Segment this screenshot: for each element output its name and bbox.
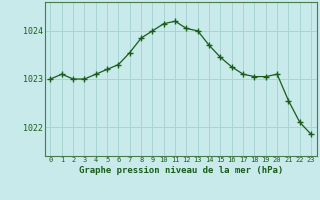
X-axis label: Graphe pression niveau de la mer (hPa): Graphe pression niveau de la mer (hPa) bbox=[79, 166, 283, 175]
